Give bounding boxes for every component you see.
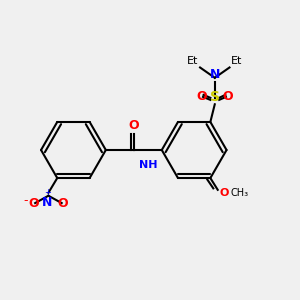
Text: O: O: [223, 90, 233, 104]
Text: O: O: [219, 188, 229, 198]
Text: O: O: [128, 119, 139, 132]
Text: N: N: [210, 68, 220, 81]
Text: Et: Et: [231, 56, 242, 66]
Text: NH: NH: [139, 160, 157, 170]
Text: Et: Et: [187, 56, 199, 66]
Text: -: -: [23, 194, 28, 208]
Text: O: O: [28, 196, 39, 210]
Text: O: O: [58, 196, 68, 210]
Text: O: O: [196, 90, 207, 104]
Text: S: S: [210, 90, 220, 104]
Text: +: +: [44, 188, 51, 197]
Text: N: N: [42, 196, 52, 209]
Text: CH₃: CH₃: [231, 188, 249, 198]
